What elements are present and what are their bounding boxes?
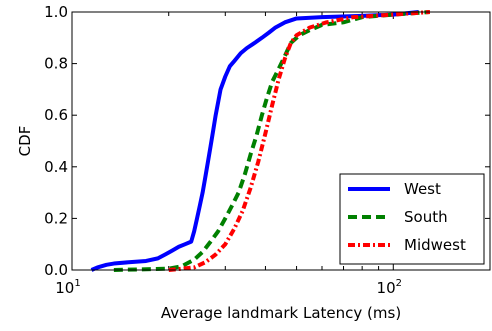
x-tick-base: 10 [377, 279, 396, 297]
y-tick-label: 0.0 [44, 261, 68, 279]
x-tick-exponent: 1 [74, 278, 80, 289]
plot-frame [71, 11, 491, 271]
legend-label-midwest: Midwest [404, 236, 466, 254]
x-tick-base: 10 [55, 279, 74, 297]
x-tick-label: 102 [377, 278, 402, 297]
y-tick-label: 0.6 [44, 106, 68, 124]
legend: West South Midwest [339, 173, 485, 265]
y-tick-label: 0.8 [44, 55, 68, 73]
legend-label-west: West [404, 180, 441, 198]
legend-label-south: South [404, 208, 448, 226]
series-layer [90, 10, 431, 272]
x-tick-label: 101 [55, 278, 80, 297]
x-axis-label: Average landmark Latency (ms) [161, 304, 401, 322]
x-tick-exponent: 2 [396, 278, 402, 289]
y-tick-label: 0.4 [44, 158, 68, 176]
series-line-west [90, 10, 419, 272]
y-axis-label: CDF [16, 126, 34, 157]
series-line-midwest [168, 10, 431, 272]
y-tick-label: 1.0 [44, 3, 68, 21]
y-tick-label: 0.2 [44, 209, 68, 227]
